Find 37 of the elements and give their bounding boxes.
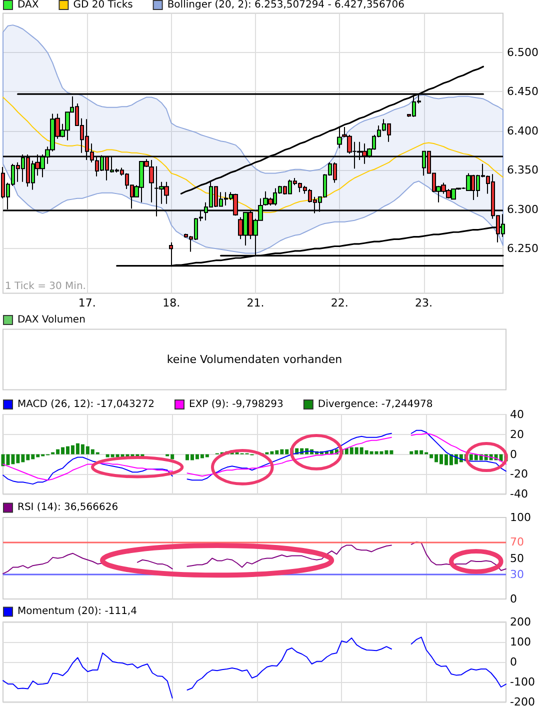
y-tick-label: 100 — [510, 511, 531, 524]
y-tick-label: 6.350 — [507, 164, 538, 177]
y-tick-label: -200 — [510, 696, 535, 708]
y-tick-label: -100 — [510, 676, 535, 688]
legend-label: RSI (14): 36,566626 — [18, 502, 118, 514]
legend-label: Divergence: -7,244978 — [318, 399, 433, 410]
legend-label: Momentum (20): -111,4 — [18, 606, 137, 618]
y-tick-label: 6.400 — [507, 124, 538, 138]
legend-label: MACD (26, 12): -17,043272 — [18, 399, 154, 410]
legend-label: EXP (9): -9,798293 — [188, 399, 284, 410]
y-tick-label: 6.450 — [507, 85, 538, 98]
x-tick-label: 17. — [78, 296, 96, 310]
y-tick-label: 100 — [510, 636, 531, 648]
annotation: 1 Tick = 30 Min. — [5, 280, 86, 292]
y-tick-label: 20 — [510, 428, 524, 441]
x-tick-label: 18. — [162, 296, 180, 310]
x-tick-label: 22. — [330, 296, 348, 310]
y-tick-label: 30 — [510, 568, 524, 582]
legend-label: DAX Volumen — [18, 314, 86, 326]
y-tick-label: 70 — [510, 535, 524, 548]
y-tick-label: 6.300 — [507, 202, 538, 216]
x-tick-label: 23. — [415, 296, 433, 310]
x-tick-label: 21. — [246, 296, 264, 310]
legend-label: GD 20 Ticks — [73, 0, 133, 10]
y-tick-label: -20 — [510, 468, 528, 481]
y-tick-label: 0 — [510, 592, 517, 606]
legend-label: Bollinger (20, 2): 6.253,507294 - 6.427,356706 — [167, 0, 404, 10]
y-tick-label: 50 — [510, 552, 524, 565]
y-tick-label: 6.250 — [507, 242, 538, 256]
text: keine Volumendaten vorhanden — [166, 353, 342, 366]
y-tick-label: 0 — [510, 448, 517, 461]
legend-label: DAX — [18, 0, 39, 10]
y-tick-label: 200 — [510, 616, 531, 628]
y-tick-label: 6.500 — [507, 46, 538, 60]
y-tick-label: 40 — [510, 408, 524, 421]
y-tick-label: -40 — [510, 488, 528, 500]
y-tick-label: 0 — [510, 656, 517, 668]
